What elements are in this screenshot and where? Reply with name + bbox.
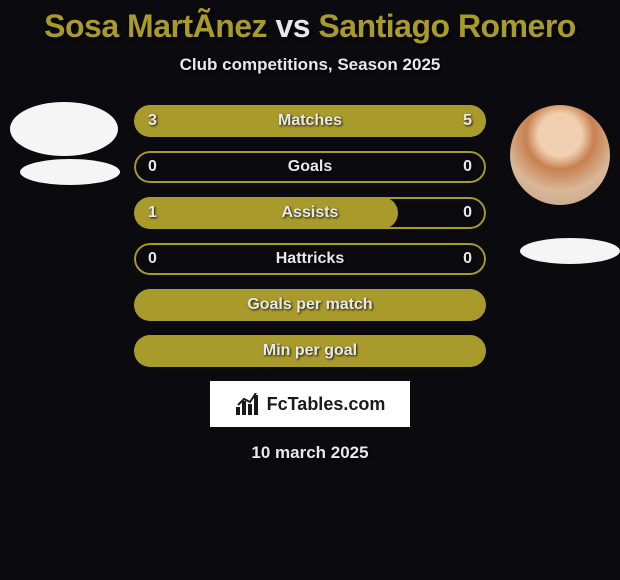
stat-row: Goals0 0 bbox=[134, 151, 486, 183]
stat-value-left: 0 bbox=[148, 151, 157, 183]
brand-text: FcTables.com bbox=[267, 394, 386, 415]
page-title: Sosa MartÃnez vs Santiago Romero bbox=[0, 8, 620, 45]
stat-value-left: 3 bbox=[148, 105, 157, 137]
chart-bars-icon bbox=[235, 393, 263, 415]
stat-value-right: 5 bbox=[463, 105, 472, 137]
stat-label: Assists bbox=[134, 197, 486, 229]
stat-value-right: 0 bbox=[463, 151, 472, 183]
stat-row: Min per goal bbox=[134, 335, 486, 367]
comparison-card: Sosa MartÃnez vs Santiago Romero Club co… bbox=[0, 0, 620, 463]
stat-label: Goals per match bbox=[134, 289, 486, 321]
stat-label: Min per goal bbox=[134, 335, 486, 367]
subtitle: Club competitions, Season 2025 bbox=[0, 55, 620, 75]
player-left-avatar-shadow bbox=[20, 159, 120, 185]
stats-area: Matches35Goals00Assists10Hattricks00Goal… bbox=[0, 105, 620, 367]
date-label: 10 march 2025 bbox=[0, 443, 620, 463]
brand-badge: FcTables.com bbox=[210, 381, 410, 427]
stat-value-left: 1 bbox=[148, 197, 157, 229]
stat-label: Goals bbox=[134, 151, 486, 183]
player-left-avatar bbox=[10, 102, 118, 156]
stat-row: Goals per match bbox=[134, 289, 486, 321]
stat-row: Matches3 5 bbox=[134, 105, 486, 137]
player-right-avatar-shadow bbox=[520, 238, 620, 264]
stat-row: Hattricks0 0 bbox=[134, 243, 486, 275]
stat-bars: Matches35Goals00Assists10Hattricks00Goal… bbox=[134, 105, 486, 367]
title-vs: vs bbox=[275, 8, 318, 44]
stat-value-right: 0 bbox=[463, 197, 472, 229]
stat-value-left: 0 bbox=[148, 243, 157, 275]
title-player-right: Santiago Romero bbox=[318, 8, 575, 44]
stat-label: Hattricks bbox=[134, 243, 486, 275]
stat-label: Matches bbox=[134, 105, 486, 137]
player-right-avatar bbox=[510, 105, 610, 205]
stat-value-right: 0 bbox=[463, 243, 472, 275]
title-player-left: Sosa MartÃnez bbox=[44, 8, 267, 44]
stat-row: Assists1 0 bbox=[134, 197, 486, 229]
